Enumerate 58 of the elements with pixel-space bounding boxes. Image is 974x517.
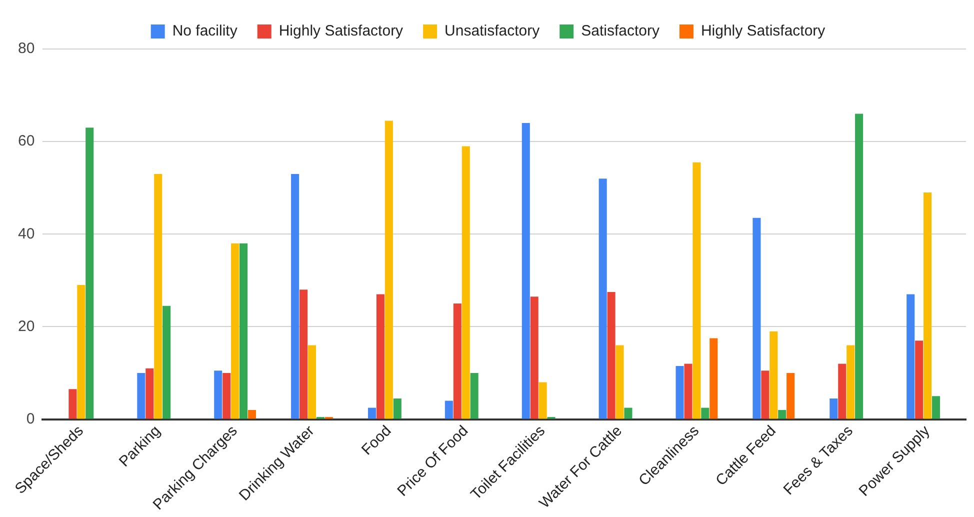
bar: [692, 162, 701, 419]
bar: [154, 174, 162, 419]
bar: [248, 410, 256, 419]
bar: [752, 218, 761, 419]
bar: [598, 178, 607, 419]
bar: [778, 410, 786, 419]
bar: [462, 146, 470, 419]
bar: [915, 340, 924, 419]
legend-label: No facility: [172, 22, 238, 40]
bar: [470, 372, 478, 419]
y-tick-label: 60: [18, 132, 35, 150]
bar: [453, 304, 462, 419]
bar: [538, 382, 547, 419]
bar: [770, 331, 778, 419]
bar: [308, 345, 316, 419]
bar: [444, 400, 453, 419]
bar: [830, 398, 838, 419]
bar: [701, 408, 710, 419]
legend-label: Unsatisfactory: [444, 22, 540, 40]
bar: [376, 294, 384, 419]
bar: [906, 294, 915, 419]
bar: [616, 345, 624, 419]
y-tick-label: 80: [18, 40, 35, 58]
legend-label: Highly Satisfactory: [700, 22, 826, 40]
y-tick-label: 0: [26, 410, 35, 428]
bar: [684, 364, 692, 419]
bar: [214, 370, 222, 419]
bar: [384, 120, 393, 419]
bar: [710, 338, 718, 419]
bar: [137, 372, 146, 419]
bar: [162, 306, 171, 419]
bar: [146, 368, 154, 419]
bar: [761, 370, 770, 419]
bar: [846, 345, 855, 419]
bar: [624, 408, 632, 419]
bar: [86, 128, 94, 419]
bar: [530, 296, 538, 419]
bar: [239, 243, 248, 419]
legend-label: Highly Satisfactory: [278, 22, 404, 40]
y-tick-label: 40: [18, 225, 35, 242]
bar: [522, 123, 530, 419]
bar: [676, 366, 684, 419]
bar: [838, 364, 846, 419]
bar: [231, 243, 240, 419]
bar: [786, 372, 795, 419]
bar: [855, 114, 864, 419]
bar: [300, 290, 308, 419]
bar: [368, 408, 376, 419]
bar: [222, 372, 231, 419]
bar: [932, 396, 940, 419]
bar: [924, 192, 932, 419]
y-tick-label: 20: [18, 318, 35, 335]
bar: [77, 285, 86, 419]
bar: [393, 398, 402, 419]
bar: [607, 292, 616, 419]
bar: [68, 389, 77, 419]
bar: [291, 174, 300, 419]
legend-label: Satisfactory: [581, 22, 660, 40]
